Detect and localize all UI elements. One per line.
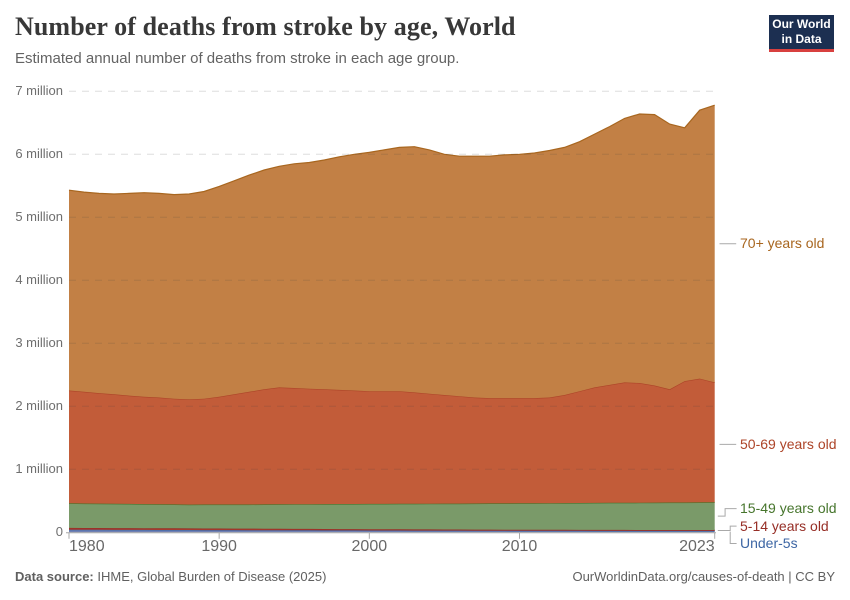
y-tick-label-2: 2 million — [15, 398, 63, 414]
y-tick-label-3: 3 million — [15, 335, 63, 351]
area-line-70-years-old — [68, 104, 715, 196]
owid-logo-stripe — [769, 49, 834, 52]
data-source-note: Data source: IHME, Global Burden of Dise… — [15, 569, 326, 585]
owid-logo-line1: Our World — [772, 17, 831, 31]
y-tick-label-5: 5 million — [15, 209, 63, 225]
x-tick-label-2010: 2010 — [501, 538, 538, 555]
y-tick-label-6: 6 million — [15, 146, 63, 162]
y-tick-label-1: 1 million — [15, 461, 63, 477]
y-tick-label-0: 0 — [55, 524, 63, 540]
area-15-49-years-old[interactable] — [69, 502, 715, 530]
x-tick-label-2000: 2000 — [351, 538, 388, 555]
series-label-50-69-years-old[interactable]: 50-69 years old — [740, 435, 837, 452]
series-label-5-14-years-old[interactable]: 5-14 years old — [740, 517, 829, 534]
data-source-text: IHME, Global Burden of Disease (2025) — [93, 569, 327, 584]
series-connector-5-14-years-old — [717, 525, 737, 531]
x-tick-label-2023: 2023 — [679, 538, 715, 555]
credit-note: OurWorldinData.org/causes-of-death | CC … — [572, 569, 835, 584]
page-subtitle: Estimated annual number of deaths from s… — [15, 50, 460, 67]
series-connector-15-49-years-old — [717, 508, 737, 517]
page-title: Number of deaths from stroke by age, Wor… — [15, 12, 516, 41]
y-tick-label-4: 4 million — [15, 272, 63, 288]
x-tick-label-1990: 1990 — [201, 538, 237, 555]
owid-logo-box: Our World in Data — [769, 15, 834, 49]
area-50-69-years-old[interactable] — [69, 378, 715, 505]
series-label-70-years-old[interactable]: 70+ years old — [740, 235, 825, 252]
area-70-years-old[interactable] — [69, 105, 715, 400]
x-tick-label-1980: 1980 — [69, 538, 105, 555]
series-label-15-49-years-old[interactable]: 15-49 years old — [740, 500, 837, 517]
y-tick-label-7: 7 million — [15, 83, 63, 99]
series-label-under-5s[interactable]: Under-5s — [740, 535, 798, 551]
owid-logo-line2: in Data — [781, 32, 822, 46]
series-connector-under-5s — [729, 531, 737, 544]
data-source-prefix: Data source: — [15, 569, 94, 584]
owid-logo: Our World in Data — [769, 15, 834, 52]
